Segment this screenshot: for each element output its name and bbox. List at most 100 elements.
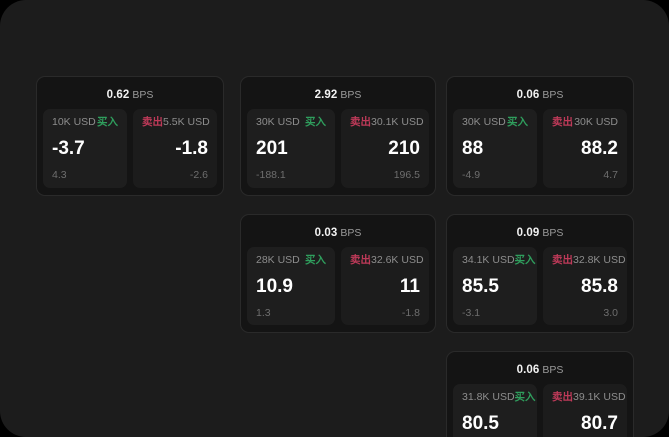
sell-size-label: 32.6K USD <box>371 253 424 266</box>
buy-size-label: 10K USD <box>52 116 96 128</box>
sell-delta: 196.5 <box>393 169 420 181</box>
card-spread-header: 0.09 BPS <box>453 221 627 247</box>
sell-side-top: 卖出 5.5K USD <box>142 116 210 129</box>
buy-size-label: 34.1K USD <box>462 253 515 266</box>
buy-size-label: 28K USD <box>256 253 300 266</box>
card-sides: 30K USD 买入 201 -188.1 卖出 30.1K USD 210 1… <box>247 109 429 188</box>
sell-size-label: 32.8K USD <box>573 253 626 266</box>
spread-unit: BPS <box>542 364 564 376</box>
buy-side-panel[interactable]: 34.1K USD 买入 85.5 -3.1 <box>453 246 537 325</box>
spread-value: 2.92 <box>314 89 338 101</box>
quote-card-3-1[interactable]: 0.06 BPS 30K USD 买入 88 -4.9 卖出 30K USD 88… <box>446 76 634 196</box>
card-spread-header: 0.62 BPS <box>43 83 217 109</box>
spread-value: 0.62 <box>106 89 130 101</box>
sell-action-label: 卖出 <box>552 391 573 403</box>
sell-delta: 4.7 <box>603 169 618 181</box>
buy-side-panel[interactable]: 31.8K USD 买入 80.5 -10.8 <box>453 384 537 437</box>
spread-value: 0.03 <box>314 226 338 239</box>
sell-size-label: 30K USD <box>574 116 618 128</box>
buy-side-panel[interactable]: 10K USD 买入 -3.7 4.3 <box>43 109 127 188</box>
spread-unit: BPS <box>132 89 154 101</box>
sell-side-top: 卖出 39.1K USD <box>552 391 626 404</box>
buy-price: 201 <box>256 138 288 159</box>
sell-side-panel[interactable]: 卖出 39.1K USD 80.7 10.2 <box>543 384 627 437</box>
spread-unit: BPS <box>340 226 362 239</box>
buy-price: -3.7 <box>52 138 85 159</box>
sell-size-label: 39.1K USD <box>573 391 626 403</box>
quote-card-3-2[interactable]: 0.09 BPS 34.1K USD 买入 85.5 -3.1 卖出 32.8K … <box>446 213 634 333</box>
quote-column-1: 0.62 BPS 10K USD 买入 -3.7 4.3 卖出 5.5K USD … <box>36 76 224 214</box>
buy-side-top: 10K USD 买入 <box>52 117 118 129</box>
quote-card-1-1[interactable]: 0.62 BPS 10K USD 买入 -3.7 4.3 卖出 5.5K USD … <box>36 76 224 196</box>
sell-price: 85.8 <box>581 275 618 297</box>
spread-unit: BPS <box>542 89 564 101</box>
sell-price: 11 <box>399 275 420 297</box>
buy-size-label: 30K USD <box>462 116 506 128</box>
sell-side-top: 卖出 30.1K USD <box>350 116 424 129</box>
buy-delta: 4.3 <box>52 169 67 181</box>
spread-unit: BPS <box>340 89 362 101</box>
sell-price: -1.8 <box>175 138 208 159</box>
sell-side-top: 卖出 32.6K USD <box>350 253 424 267</box>
sell-size-label: 30.1K USD <box>371 116 424 128</box>
buy-size-label: 30K USD <box>256 116 300 128</box>
sell-action-label: 卖出 <box>552 116 573 128</box>
card-sides: 30K USD 买入 88 -4.9 卖出 30K USD 88.2 4.7 <box>453 109 627 188</box>
card-sides: 28K USD 买入 10.9 1.3 卖出 32.6K USD 11 -1.8 <box>247 246 429 325</box>
buy-price: 10.9 <box>256 275 293 297</box>
card-sides: 31.8K USD 买入 80.5 -10.8 卖出 39.1K USD 80.… <box>453 384 627 437</box>
sell-side-panel[interactable]: 卖出 30.1K USD 210 196.5 <box>341 109 429 188</box>
card-spread-header: 0.06 BPS <box>453 83 627 109</box>
buy-action-label: 买入 <box>514 253 536 266</box>
buy-delta: 1.3 <box>256 306 271 319</box>
sell-delta: -1.8 <box>401 306 420 319</box>
spread-value: 0.09 <box>516 226 540 239</box>
buy-side-top: 34.1K USD 买入 <box>462 253 536 267</box>
spread-value: 0.06 <box>516 364 540 376</box>
buy-action-label: 买入 <box>507 116 528 128</box>
buy-price: 80.5 <box>462 413 499 434</box>
card-spread-header: 0.06 BPS <box>453 358 627 384</box>
spread-value: 0.06 <box>516 89 540 101</box>
buy-side-top: 31.8K USD 买入 <box>462 391 536 404</box>
card-sides: 34.1K USD 买入 85.5 -3.1 卖出 32.8K USD 85.8… <box>453 246 627 325</box>
sell-delta: -2.6 <box>189 169 208 181</box>
buy-side-top: 30K USD 买入 <box>256 117 326 129</box>
sell-side-panel[interactable]: 卖出 5.5K USD -1.8 -2.6 <box>133 109 217 188</box>
quote-card-2-1[interactable]: 2.92 BPS 30K USD 买入 201 -188.1 卖出 30.1K U… <box>240 76 436 196</box>
buy-side-panel[interactable]: 28K USD 买入 10.9 1.3 <box>247 246 335 325</box>
quote-column-2: 2.92 BPS 30K USD 买入 201 -188.1 卖出 30.1K U… <box>240 76 436 351</box>
sell-price: 210 <box>388 138 420 159</box>
buy-delta: -3.1 <box>462 306 481 319</box>
sell-action-label: 卖出 <box>350 116 371 128</box>
sell-action-label: 卖出 <box>350 253 371 266</box>
buy-action-label: 买入 <box>97 116 118 128</box>
sell-delta: 3.0 <box>603 306 618 319</box>
card-sides: 10K USD 买入 -3.7 4.3 卖出 5.5K USD -1.8 -2.… <box>43 109 217 188</box>
buy-side-panel[interactable]: 30K USD 买入 201 -188.1 <box>247 109 335 188</box>
quote-card-2-2[interactable]: 0.03 BPS 28K USD 买入 10.9 1.3 卖出 32.6K USD… <box>240 213 436 333</box>
sell-side-panel[interactable]: 卖出 32.8K USD 85.8 3.0 <box>543 246 627 325</box>
buy-action-label: 买入 <box>514 391 536 403</box>
sell-side-top: 卖出 30K USD <box>552 117 618 129</box>
sell-size-label: 5.5K USD <box>163 116 210 128</box>
sell-action-label: 卖出 <box>142 116 163 128</box>
buy-delta: -4.9 <box>462 169 481 181</box>
sell-side-panel[interactable]: 卖出 30K USD 88.2 4.7 <box>543 109 627 188</box>
buy-price: 85.5 <box>462 275 499 297</box>
buy-delta: -188.1 <box>256 169 286 181</box>
buy-side-panel[interactable]: 30K USD 买入 88 -4.9 <box>453 109 537 188</box>
buy-side-top: 30K USD 买入 <box>462 117 528 129</box>
sell-side-panel[interactable]: 卖出 32.6K USD 11 -1.8 <box>341 246 429 325</box>
sell-action-label: 卖出 <box>552 253 573 266</box>
buy-price: 88 <box>462 138 484 159</box>
buy-side-top: 28K USD 买入 <box>256 253 326 267</box>
sell-price: 80.7 <box>581 413 618 434</box>
spread-unit: BPS <box>542 226 564 239</box>
buy-action-label: 买入 <box>305 116 326 128</box>
buy-size-label: 31.8K USD <box>462 391 515 403</box>
card-spread-header: 0.03 BPS <box>247 221 429 247</box>
card-spread-header: 2.92 BPS <box>247 83 429 109</box>
